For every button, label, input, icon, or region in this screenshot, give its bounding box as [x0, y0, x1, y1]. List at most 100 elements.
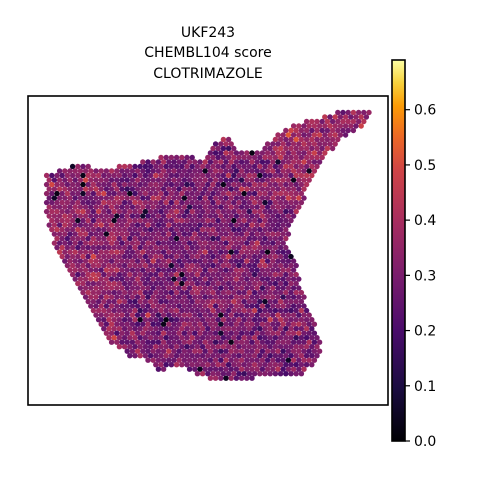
colorbar-tick-label: 0.0 [414, 434, 436, 450]
spot-point [95, 307, 102, 314]
spot-point [69, 262, 76, 269]
spot-point [207, 348, 214, 354]
spot-point [43, 208, 50, 215]
spot-point [137, 181, 143, 188]
spot-point [241, 253, 247, 260]
spot-point [153, 335, 159, 341]
spot-point [329, 127, 336, 134]
spot-point [288, 262, 294, 269]
spot-point [205, 280, 211, 287]
spot-point [267, 190, 273, 197]
spot-point [90, 307, 97, 314]
spot-point [236, 154, 242, 161]
spot-point [54, 172, 60, 179]
spot-point [298, 289, 305, 296]
spot-point [106, 199, 112, 206]
spot-point [259, 204, 266, 210]
spot-point [241, 289, 247, 296]
spot-point [340, 127, 346, 134]
spot-point [303, 362, 310, 368]
spot-point [220, 154, 227, 161]
spot-point [202, 186, 208, 192]
spot-point [298, 136, 305, 143]
spot-point [129, 195, 136, 201]
spot-point [202, 276, 208, 282]
spot-point [244, 150, 250, 156]
spot-point [233, 186, 240, 192]
spot-point [192, 204, 198, 210]
spot-point [163, 172, 169, 179]
spot-point [290, 150, 297, 156]
spot-point [314, 136, 320, 143]
spot-point [306, 168, 312, 174]
spot-point [124, 168, 130, 174]
spot-point [246, 163, 253, 170]
spot-point [181, 186, 188, 192]
spot-point [184, 353, 190, 359]
spot-point [181, 240, 188, 246]
spot-point [101, 199, 107, 206]
spot-point [277, 335, 284, 341]
spot-point [134, 213, 141, 219]
spot-point [215, 217, 221, 224]
spot-point [238, 276, 245, 282]
spot-point [155, 168, 162, 174]
spot-point [202, 321, 208, 327]
spot-point [361, 109, 367, 116]
spot-point [358, 114, 364, 120]
spot-point [189, 335, 195, 341]
spot-point [280, 303, 286, 309]
spot-point [80, 280, 86, 287]
spot-point [80, 199, 86, 206]
spot-point [207, 231, 214, 237]
spot-point [233, 177, 240, 183]
spot-point [51, 231, 58, 237]
spot-point [179, 262, 185, 269]
spot-point [257, 289, 263, 296]
spot-point [85, 190, 91, 197]
spot-point [192, 285, 198, 291]
spot-point [181, 294, 188, 300]
spot-point [262, 280, 268, 287]
spot-point [192, 249, 198, 255]
spot-point [277, 253, 284, 260]
spot-point [176, 213, 182, 219]
spot-point [251, 262, 258, 269]
spot-point [194, 298, 201, 305]
spot-point [244, 204, 250, 210]
spot-point [134, 249, 141, 255]
spot-point [129, 204, 136, 210]
spot-point [186, 339, 193, 345]
spot-point [275, 357, 281, 363]
spot-point [251, 163, 258, 170]
spot-point [72, 249, 78, 255]
spot-point [166, 231, 172, 237]
spot-point [176, 312, 182, 318]
spot-point [103, 258, 110, 264]
spot-point [225, 163, 232, 170]
spot-point [293, 289, 299, 296]
spot-point [241, 163, 247, 170]
spot-point [251, 235, 258, 242]
spot-point [176, 240, 182, 246]
spot-point [288, 289, 294, 296]
spot-point [186, 186, 193, 192]
spot-point [228, 276, 234, 282]
spot-point [210, 335, 216, 341]
spot-point [283, 326, 289, 332]
spot-point [158, 335, 164, 341]
spot-point [262, 271, 268, 278]
spot-point [303, 118, 310, 125]
spot-point [80, 271, 86, 278]
spot-point [220, 280, 227, 287]
spot-point [197, 240, 203, 246]
spot-point [251, 271, 258, 278]
spot-point [192, 186, 198, 192]
spot-point [225, 262, 232, 269]
spot-point [303, 163, 310, 170]
spot-point [69, 181, 76, 188]
spot-point [155, 222, 162, 228]
spot-point [236, 217, 242, 224]
spot-point [277, 208, 284, 215]
spot-point [228, 267, 234, 273]
